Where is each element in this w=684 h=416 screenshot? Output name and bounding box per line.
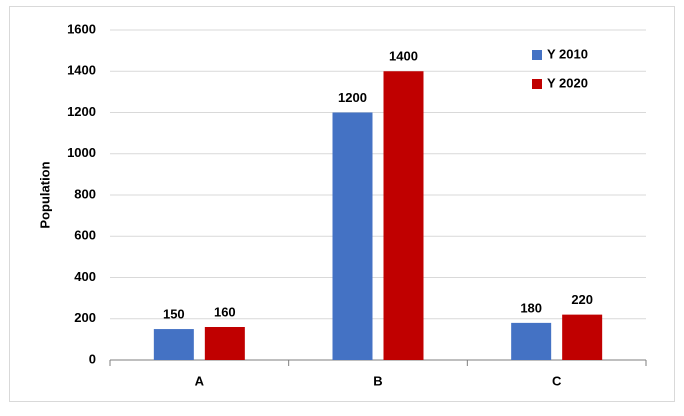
- y-tick-label: 1200: [67, 104, 96, 119]
- y-tick-label: 600: [74, 228, 96, 243]
- legend-label: Y 2010: [547, 46, 588, 61]
- bar: [204, 327, 245, 360]
- legend-swatch: [532, 79, 542, 89]
- y-tick-label: 200: [74, 310, 96, 325]
- data-label: 1400: [389, 49, 418, 64]
- legend-swatch: [532, 50, 542, 60]
- y-tick-label: 1000: [67, 145, 96, 160]
- bar: [153, 329, 194, 360]
- data-label: 220: [571, 292, 593, 307]
- y-tick-label: 0: [89, 351, 96, 366]
- legend-label: Y 2020: [547, 75, 588, 90]
- y-tick-label: 800: [74, 186, 96, 201]
- y-tick-label: 1400: [67, 63, 96, 78]
- y-axis-label: Population: [37, 161, 52, 228]
- data-label: 1200: [338, 90, 367, 105]
- data-label: 180: [520, 300, 542, 315]
- data-label: 160: [214, 304, 236, 319]
- x-tick-label: A: [195, 373, 205, 388]
- x-tick-label: C: [552, 373, 562, 388]
- bar: [562, 314, 603, 360]
- bar: [383, 71, 424, 360]
- y-tick-label: 400: [74, 269, 96, 284]
- bar: [332, 112, 373, 360]
- x-tick-label: B: [373, 373, 382, 388]
- data-label: 150: [163, 307, 185, 322]
- y-tick-label: 1600: [67, 21, 96, 36]
- bar: [511, 322, 552, 360]
